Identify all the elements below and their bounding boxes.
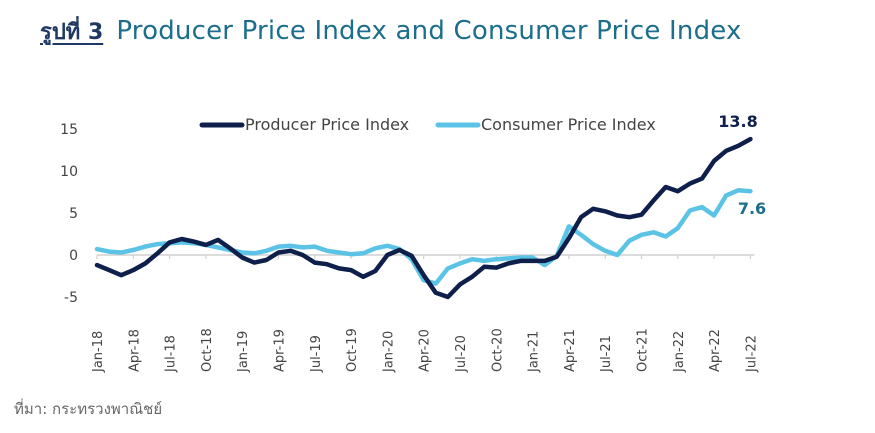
- x-tick-label: Oct-19: [345, 328, 360, 372]
- x-tick-label: Jul-18: [164, 335, 179, 373]
- figure-number: รูปที่ 3: [40, 20, 104, 45]
- source-note: ที่มา: กระทรวงพาณิชย์: [14, 400, 163, 418]
- series-line-ppi: [94, 136, 753, 300]
- legend-label-cpi: Consumer Price Index: [481, 115, 656, 134]
- y-tick-label: -5: [64, 290, 78, 306]
- x-tick-label: Apr-22: [708, 329, 723, 372]
- x-tick-label: Jan-20: [381, 331, 396, 373]
- legend: Producer Price Index Consumer Price Inde…: [199, 115, 656, 134]
- y-tick-label: 0: [69, 248, 78, 264]
- x-tick-label: Jul-22: [744, 335, 759, 373]
- x-tick-label: Jan-22: [672, 331, 687, 373]
- end-label-ppi: 13.8: [718, 112, 757, 131]
- figure-title: รูปที่ 3 Producer Price Index and Consum…: [40, 14, 742, 49]
- x-tick-label: Apr-19: [273, 329, 288, 372]
- y-tick-label: 10: [60, 164, 78, 180]
- x-tick-label: Jul-20: [454, 335, 469, 373]
- x-tick-label: Apr-20: [418, 329, 433, 372]
- x-tick-label: Apr-21: [563, 329, 578, 372]
- y-tick-label: 15: [60, 122, 78, 138]
- series-lines: [94, 136, 753, 300]
- legend-label-ppi: Producer Price Index: [245, 115, 409, 134]
- x-tick-label: Oct-20: [490, 328, 505, 372]
- y-axis: 15 10 5 0 -5: [60, 122, 78, 306]
- x-tick-label: Jan-18: [91, 331, 106, 373]
- y-tick-label: 5: [69, 206, 78, 222]
- x-tick-label: Jan-19: [236, 331, 251, 373]
- chart-title: Producer Price Index and Consumer Price …: [116, 16, 742, 46]
- x-tick-label: Apr-18: [127, 329, 142, 372]
- x-tick-label: Jul-21: [599, 335, 614, 373]
- x-tick-label: Jan-21: [527, 331, 542, 373]
- end-label-cpi: 7.6: [738, 199, 766, 218]
- x-tick-label: Oct-18: [200, 328, 215, 372]
- x-tick-label: Jul-19: [309, 335, 324, 373]
- x-axis: Jan-18 Apr-18 Jul-18 Oct-18 Jan-19 Apr-19 Jul-…: [91, 255, 759, 373]
- x-tick-label: Oct-21: [636, 328, 651, 372]
